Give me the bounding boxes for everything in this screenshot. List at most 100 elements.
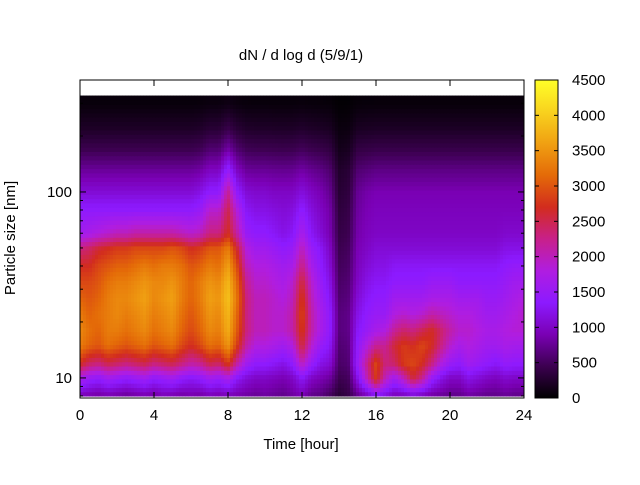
- heatmap-cell: [137, 288, 141, 294]
- heatmap-cell: [149, 340, 153, 346]
- heatmap-cell: [182, 365, 186, 371]
- heatmap-cell: [323, 335, 327, 341]
- heatmap-cell: [338, 323, 342, 328]
- heatmap-cell: [263, 331, 267, 337]
- heatmap-cell: [113, 301, 117, 307]
- heatmap-cell: [416, 374, 420, 380]
- heatmap-cell: [488, 383, 492, 388]
- heatmap-cell: [347, 262, 351, 268]
- heatmap-cell: [182, 378, 186, 384]
- heatmap-cell: [122, 275, 126, 281]
- heatmap-cell: [299, 292, 303, 298]
- heatmap-cell: [389, 297, 393, 303]
- heatmap-cell: [485, 378, 489, 384]
- heatmap-cell: [188, 378, 192, 384]
- heatmap-cell: [155, 254, 159, 260]
- heatmap-cell: [449, 254, 453, 260]
- heatmap-cell: [497, 318, 501, 324]
- heatmap-cell: [266, 357, 270, 363]
- heatmap-cell: [473, 335, 477, 341]
- heatmap-cell: [167, 288, 171, 294]
- heatmap-cell: [515, 314, 519, 320]
- heatmap-cell: [413, 258, 417, 264]
- heatmap-cell: [392, 357, 396, 363]
- heatmap-cell: [356, 292, 360, 298]
- heatmap-cell: [116, 267, 120, 273]
- heatmap-cell: [494, 370, 498, 376]
- heatmap-cell: [428, 378, 432, 384]
- heatmap-cell: [482, 365, 486, 371]
- heatmap-cell: [398, 318, 402, 324]
- heatmap-cell: [482, 314, 486, 320]
- heatmap-cell: [245, 335, 249, 341]
- heatmap-cell: [356, 383, 360, 388]
- heatmap-cell: [404, 353, 408, 358]
- heatmap-cell: [266, 344, 270, 350]
- heatmap-cell: [374, 370, 378, 376]
- heatmap-cell: [80, 280, 84, 285]
- heatmap-cell: [404, 297, 408, 303]
- heatmap-cell: [362, 314, 366, 320]
- heatmap-cell: [356, 254, 360, 260]
- heatmap-cell: [494, 314, 498, 320]
- heatmap-cell: [452, 387, 456, 393]
- heatmap-cell: [101, 344, 105, 350]
- heatmap-cell: [158, 383, 162, 388]
- heatmap-cell: [149, 370, 153, 376]
- heatmap-cell: [494, 378, 498, 384]
- heatmap-cell: [374, 344, 378, 350]
- heatmap-cell: [158, 323, 162, 328]
- heatmap-cell: [215, 348, 219, 354]
- heatmap-cell: [452, 284, 456, 290]
- heatmap-cell: [332, 301, 336, 307]
- heatmap-cell: [128, 254, 132, 260]
- heatmap-cell: [104, 323, 108, 328]
- heatmap-cell: [257, 387, 261, 393]
- heatmap-cell: [173, 383, 177, 388]
- heatmap-cell: [500, 348, 504, 354]
- heatmap-cell: [356, 280, 360, 285]
- heatmap-cell: [359, 378, 363, 384]
- heatmap-cell: [506, 331, 510, 337]
- heatmap-cell: [209, 250, 213, 255]
- heatmap-cell: [455, 365, 459, 371]
- heatmap-cell: [113, 387, 117, 393]
- heatmap-cell: [212, 378, 216, 384]
- heatmap-cell: [365, 267, 369, 273]
- heatmap-cell: [449, 357, 453, 363]
- heatmap-cell: [473, 348, 477, 354]
- heatmap-cell: [464, 391, 468, 397]
- heatmap-cell: [137, 335, 141, 341]
- heatmap-cell: [122, 340, 126, 346]
- heatmap-cell: [299, 365, 303, 371]
- heatmap-cell: [164, 318, 168, 324]
- heatmap-cell: [383, 318, 387, 324]
- heatmap-cell: [311, 301, 315, 307]
- heatmap-cell: [197, 288, 201, 294]
- heatmap-cell: [506, 378, 510, 384]
- heatmap-cell: [425, 284, 429, 290]
- heatmap-cell: [431, 348, 435, 354]
- heatmap-cell: [101, 323, 105, 328]
- heatmap-cell: [509, 383, 513, 388]
- heatmap-cell: [473, 374, 477, 380]
- heatmap-cell: [305, 340, 309, 346]
- heatmap-cell: [434, 284, 438, 290]
- heatmap-cell: [326, 391, 330, 397]
- heatmap-cell: [302, 391, 306, 397]
- heatmap-cell: [245, 331, 249, 337]
- heatmap-cell: [242, 275, 246, 281]
- heatmap-cell: [254, 314, 258, 320]
- heatmap-cell: [332, 365, 336, 371]
- heatmap-cell: [500, 353, 504, 358]
- heatmap-cell: [344, 318, 348, 324]
- heatmap-cell: [416, 323, 420, 328]
- heatmap-cell: [317, 305, 321, 311]
- heatmap-cell: [323, 297, 327, 303]
- heatmap-cell: [341, 297, 345, 303]
- heatmap-cell: [392, 318, 396, 324]
- heatmap-cell: [404, 258, 408, 264]
- heatmap-cell: [329, 331, 333, 337]
- heatmap-cell: [320, 331, 324, 337]
- heatmap-cell: [110, 254, 114, 260]
